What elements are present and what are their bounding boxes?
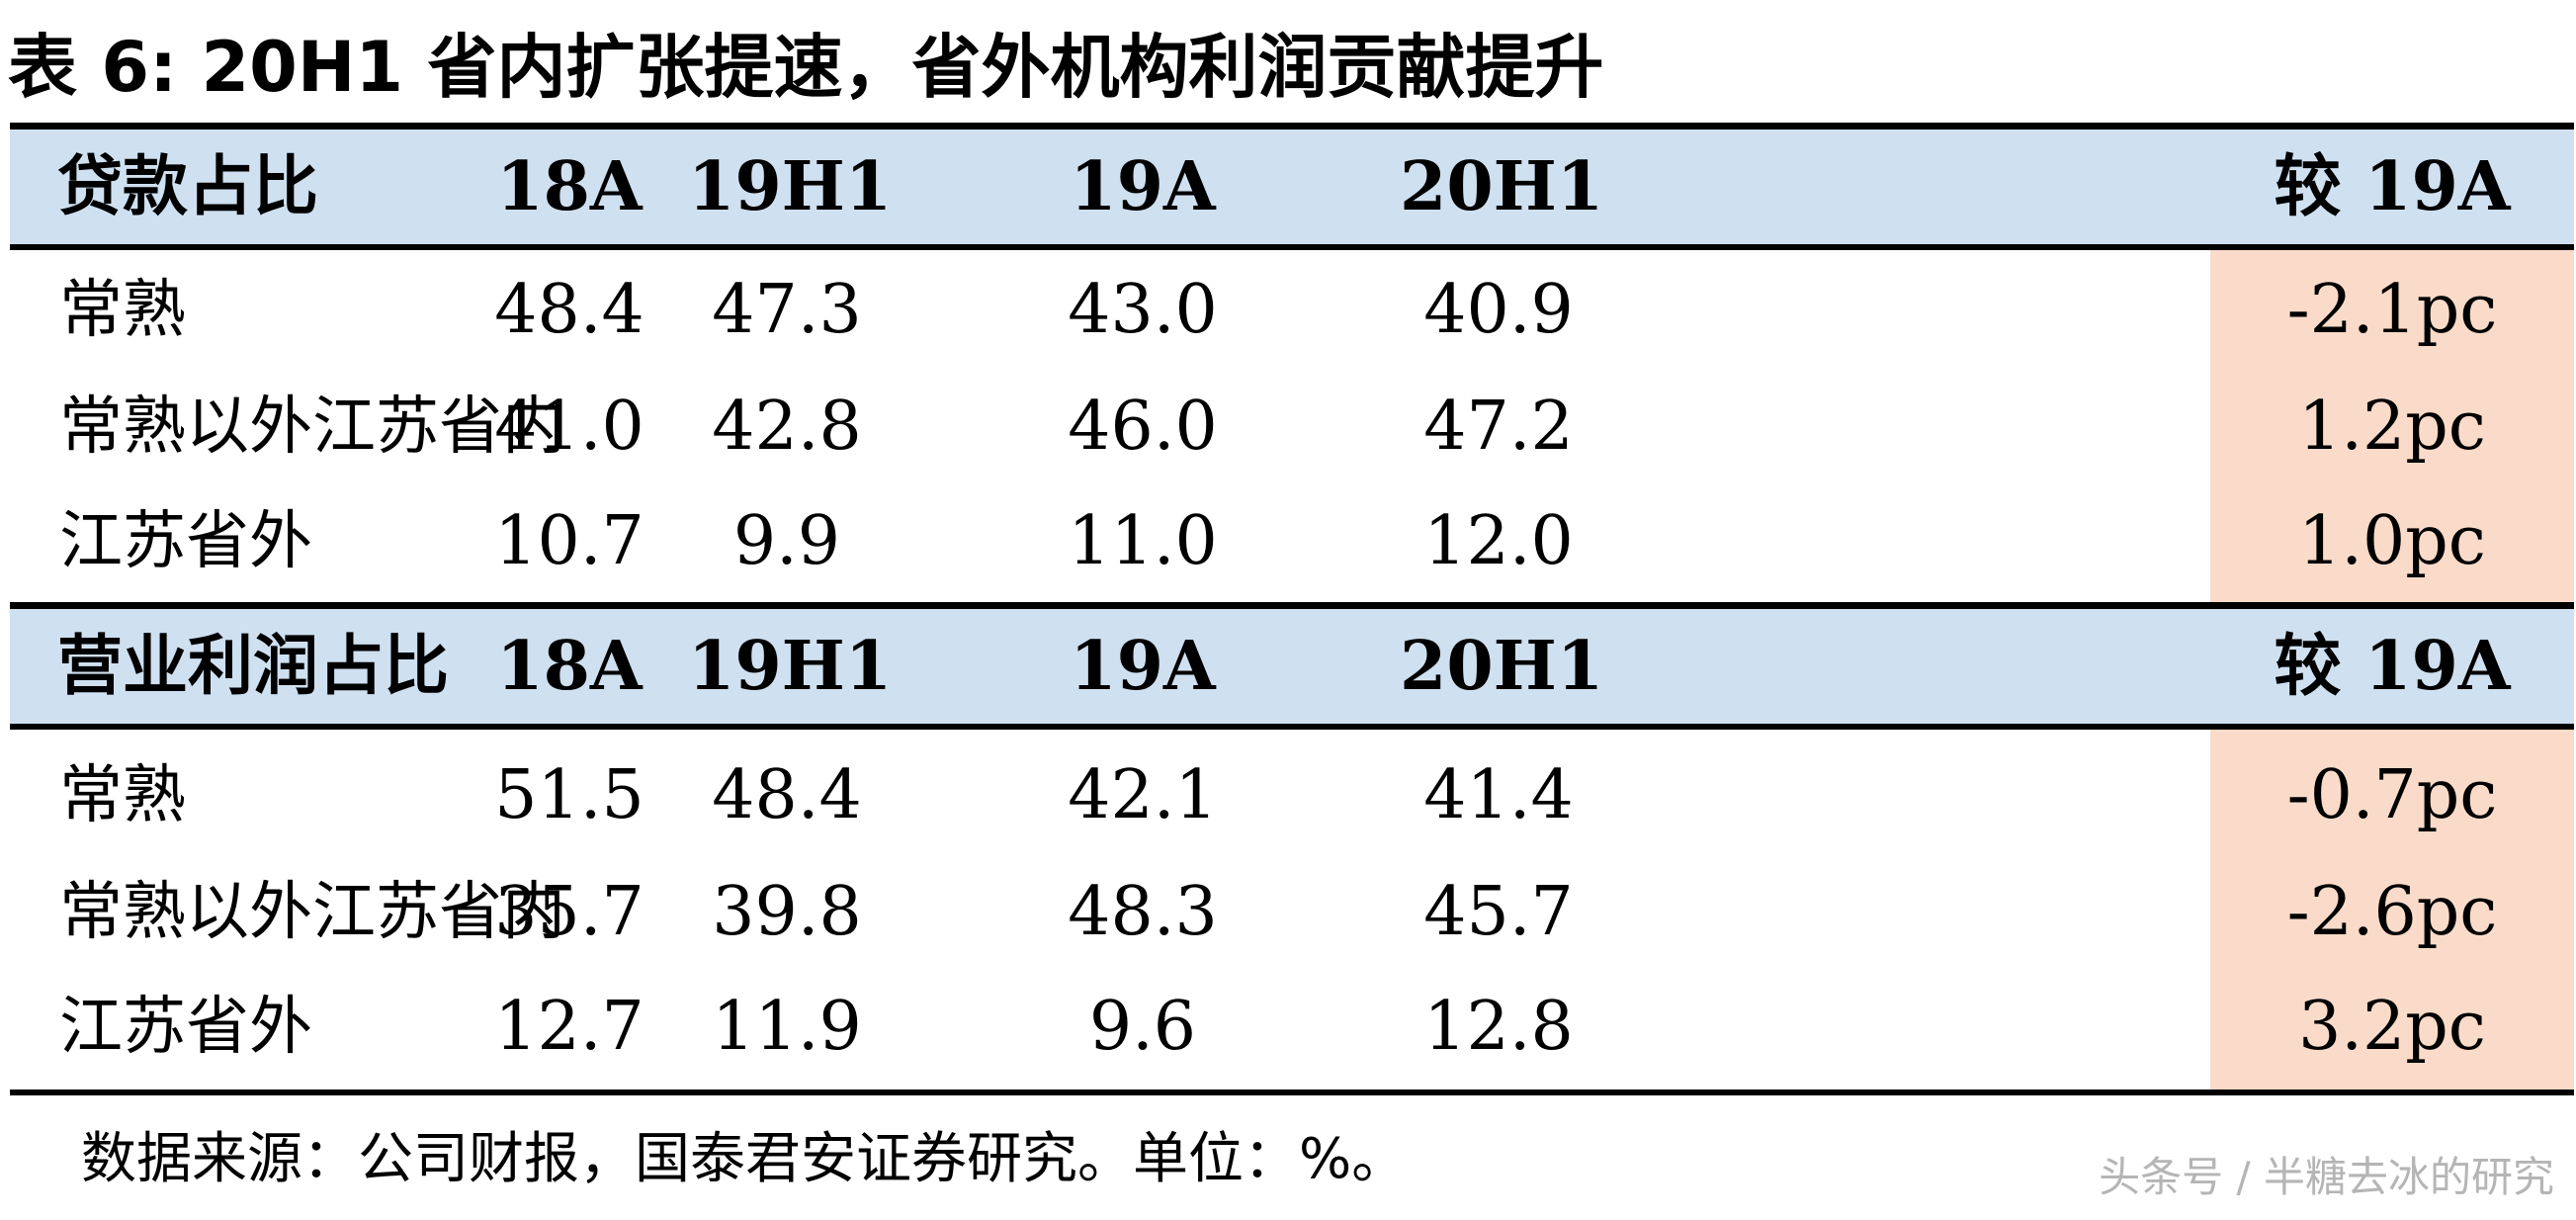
cell-value: 51.5 <box>494 756 644 834</box>
cell-value: 10.7 <box>494 502 644 580</box>
cell-value: 9.6 <box>1088 988 1197 1066</box>
column-header: 19A <box>1070 147 1216 226</box>
cell-value: 39.8 <box>712 873 862 951</box>
header-rule <box>10 244 2574 250</box>
column-header: 18A <box>496 147 643 226</box>
change-column-highlight <box>2210 730 2574 1089</box>
row-label: 江苏省外 <box>59 991 312 1064</box>
column-header: 19H1 <box>688 627 893 706</box>
row-label: 常熟以外江苏省内 <box>59 876 565 949</box>
cell-value: 47.2 <box>1423 388 1574 466</box>
top-rule <box>10 123 2574 130</box>
column-header: 19A <box>1070 627 1216 706</box>
cell-value: 42.8 <box>712 388 862 466</box>
cell-value: 48.4 <box>494 271 644 349</box>
cell-value: 9.9 <box>732 502 841 580</box>
source-note: 数据来源：公司财报，国泰君安证券研究。单位：%。 <box>81 1127 1408 1191</box>
cell-change: 1.0pc <box>2298 502 2486 580</box>
watermark: 头条号 / 半糖去冰的研究 <box>2099 1153 2554 1201</box>
cell-value: 42.1 <box>1068 756 1218 834</box>
cell-value: 12.8 <box>1423 988 1574 1066</box>
row-label: 常熟 <box>59 759 186 832</box>
header-label: 贷款占比 <box>57 148 318 224</box>
cell-value: 11.9 <box>712 988 862 1066</box>
cell-value: 48.3 <box>1068 873 1218 951</box>
cell-value: 35.7 <box>494 873 644 951</box>
column-header: 18A <box>496 627 643 706</box>
cell-change: -2.6pc <box>2286 873 2498 951</box>
cell-value: 41.4 <box>1423 756 1574 834</box>
cell-value: 48.4 <box>712 756 862 834</box>
cell-value: 12.7 <box>494 988 644 1066</box>
cell-value: 45.7 <box>1423 873 1574 951</box>
row-label: 常熟以外江苏省内 <box>59 391 565 464</box>
cell-value: 40.9 <box>1423 271 1574 349</box>
cell-value: 47.3 <box>712 271 862 349</box>
row-label: 江苏省外 <box>59 505 312 578</box>
column-header: 20H1 <box>1400 147 1604 226</box>
change-column-highlight <box>2210 250 2574 602</box>
section-header-profit: 营业利润占比 18A 19H1 19A 20H1 较 19A <box>10 609 2574 724</box>
cell-value: 41.0 <box>494 388 644 466</box>
cell-change: -2.1pc <box>2286 271 2498 349</box>
cell-value: 46.0 <box>1068 388 1218 466</box>
column-header: 19H1 <box>688 147 893 226</box>
table-title: 表 6: 20H1 省内扩张提速，省外机构利润贡献提升 <box>8 27 1604 108</box>
header-label: 营业利润占比 <box>57 628 449 704</box>
cell-value: 43.0 <box>1068 271 1218 349</box>
cell-change: 3.2pc <box>2298 988 2486 1066</box>
cell-value: 11.0 <box>1068 502 1218 580</box>
section-rule <box>10 602 2574 609</box>
column-header: 20H1 <box>1400 627 1604 706</box>
cell-value: 12.0 <box>1423 502 1574 580</box>
cell-change: -0.7pc <box>2286 756 2498 834</box>
cell-change: 1.2pc <box>2298 388 2486 466</box>
column-header: 较 19A <box>2274 147 2511 226</box>
row-label: 常熟 <box>59 274 186 347</box>
section-header-loans: 贷款占比 18A 19H1 19A 20H1 较 19A <box>10 130 2574 244</box>
bottom-rule <box>10 1089 2574 1095</box>
header-rule <box>10 724 2574 730</box>
column-header: 较 19A <box>2274 627 2511 706</box>
